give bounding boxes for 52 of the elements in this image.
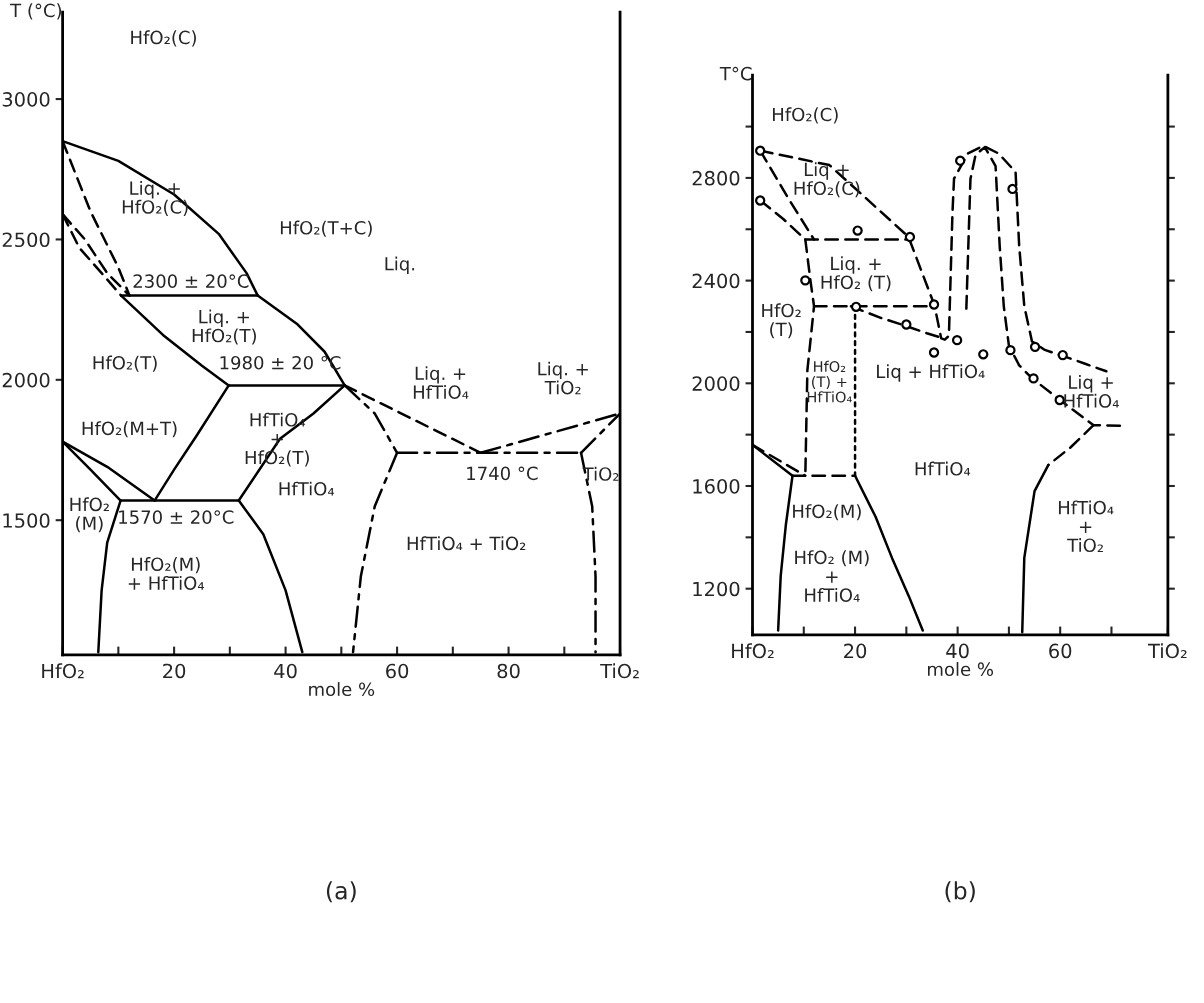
annotation: HfO₂(T+C) [280,220,372,237]
y-tick-label: 3000 [2,92,50,107]
text: (a) [326,881,356,903]
annotation: HfTiO₄ + TiO₂ [407,536,526,551]
annotation: Liq. + HfO₂(C) [122,180,188,216]
annotation: HfO₂(M) + HfTiO₄ [128,557,205,590]
annotation: HfO₂(C) [772,107,838,124]
x-tick-label: TiO₂ [1147,643,1187,659]
annotation: HfO₂ (T) + HfTiO₄ [807,360,852,403]
annotation: 1740 °C [467,466,538,481]
annotation: HfTiO₄ [279,481,335,496]
y-tick-label: 2000 [2,372,50,388]
y-tick-label: 2400 [692,273,740,289]
text: (b) [945,881,975,903]
x-tick-label: 20 [844,643,867,659]
y-axis-title: T (°C) [10,3,62,20]
annotation: Liq + HfTiO₄ [877,364,985,382]
x-tick-label: HfO₂ [732,643,774,659]
annotation: HfO₂(C) [131,30,196,47]
x-tick-label: TiO₂ [600,663,639,679]
y-tick-label: 2800 [692,170,740,186]
annotation: Liq. + HfO₂(T) [192,309,256,345]
y-axis-title: T°C [719,66,752,81]
annotation: 2300 ± 20°C [133,274,249,288]
x-tick-label: 20 [163,663,186,679]
annotation: HfO₂ (M) [70,497,109,533]
annotation: HfO₂(M+T) [82,421,177,438]
annotation: Liq. + HfO₂ (T) [821,256,891,292]
annotation: 1570 ± 20°C [119,510,234,524]
y-tick-label: 2500 [2,232,50,248]
annotation: TiO₂ [582,466,619,481]
x-tick-label: 60 [1049,643,1072,659]
x-tick-label: HfO₂ [42,663,84,679]
x-axis-title: mole % [309,682,375,697]
x-axis-title: mole % [928,662,994,677]
annotation: Liq. + HfTiO₄ [413,366,469,399]
x-tick-label: 60 [386,663,409,679]
annotation: HfO₂(M) [793,504,861,521]
annotation: HfO₂ (M) + HfTiO₄ [795,550,869,602]
x-tick-label: 80 [497,663,520,679]
x-tick-label: 40 [946,643,969,659]
x-tick-label: 40 [274,663,297,679]
annotation: Liq. [385,256,415,275]
y-tick-label: 1200 [693,581,740,597]
y-tick-label: 2000 [692,376,740,391]
annotation: HfO₂(T) [93,355,157,372]
y-tick-label: 1600 [693,478,740,494]
annotation: HfO₂ (T) [762,303,801,339]
y-tick-label: 1500 [3,513,50,528]
annotation: HfTiO₄ + TiO₂ [1058,500,1114,553]
annotation: Liq. + TiO₂ [538,361,588,395]
annotation: HfTiO₄ [915,461,971,476]
